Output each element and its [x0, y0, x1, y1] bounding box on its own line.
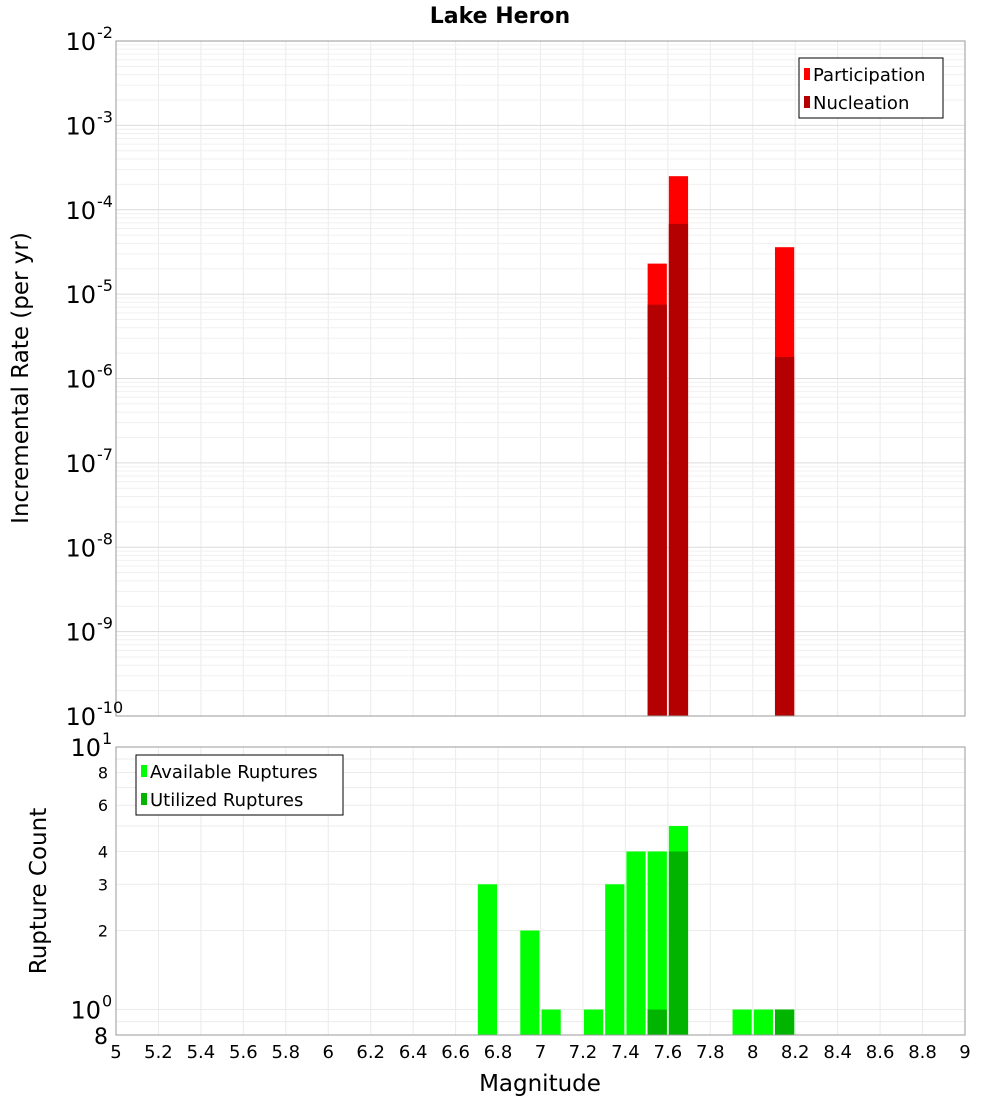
top-legend: Participation Nucleation	[798, 57, 944, 119]
bottom-y-tick-label: 2	[98, 922, 108, 941]
x-tick-label: 5.6	[229, 1042, 258, 1063]
legend-swatch	[141, 793, 147, 805]
legend-swatch	[141, 765, 147, 777]
top-y-axis-label: Incremental Rate (per yr)	[8, 232, 34, 524]
legend-box	[135, 754, 344, 816]
x-tick-label: 8.2	[781, 1042, 810, 1063]
x-tick-label: 8.6	[866, 1042, 895, 1063]
x-tick-label: 7.6	[654, 1042, 683, 1063]
top-y-tick-exponent: -3	[97, 107, 113, 126]
top-y-tick-label: 10	[65, 112, 96, 140]
top-y-tick-exponent: -2	[97, 23, 113, 42]
x-tick-label: 7.8	[696, 1042, 725, 1063]
top-y-tick-label: 10	[65, 197, 96, 225]
bottom-y-tick-major-label: 10	[70, 734, 101, 762]
top-y-tick-exponent: -5	[97, 276, 113, 295]
bar-available-ruptures	[647, 851, 667, 1035]
top-y-tick-exponent: -6	[97, 361, 113, 380]
x-tick-label: 5	[110, 1042, 121, 1063]
top-y-tick-label: 10	[65, 534, 96, 562]
x-tick-label: 7.2	[569, 1042, 598, 1063]
x-tick-labels: 5 5.2 5.4 5.6 5.8 6 6.2 6.4 6.6 6.8 7 7.2 7.4 7.6 7.8 8…	[110, 1042, 970, 1063]
legend-label: Available Ruptures	[150, 762, 318, 783]
x-tick-label: 8	[747, 1042, 758, 1063]
bottom-y-axis-label: Rupture Count	[26, 808, 52, 974]
bar-available-ruptures	[583, 1009, 604, 1035]
bottom-y-tick-label: 6	[98, 796, 108, 815]
top-y-tick-label: 10	[65, 703, 96, 731]
x-tick-label: 6.4	[399, 1042, 428, 1063]
bottom-legend: Available Ruptures Utilized Ruptures	[135, 754, 344, 816]
bar-available-ruptures	[753, 1009, 773, 1035]
bar-available-ruptures	[605, 884, 625, 1035]
top-y-tick-label: 10	[65, 366, 96, 394]
top-y-tick-exponent: -10	[97, 698, 123, 717]
bar-available-ruptures	[626, 851, 646, 1035]
bottom-y-tick-exponent: 0	[102, 992, 112, 1011]
x-tick-label: 7	[535, 1042, 546, 1063]
bar-available-ruptures	[477, 884, 498, 1035]
bottom-y-tick-label: 4	[98, 842, 108, 861]
legend-swatch	[804, 96, 810, 108]
x-tick-label: 6.2	[356, 1042, 385, 1063]
top-y-tick-exponent: -7	[97, 445, 113, 464]
bar-available-ruptures	[732, 1009, 752, 1035]
x-tick-label: 6.8	[484, 1042, 513, 1063]
bar-nucleation	[668, 223, 689, 716]
top-y-tick-label: 10	[65, 28, 96, 56]
bar-nucleation	[647, 304, 667, 716]
bar-available-ruptures	[520, 930, 540, 1035]
bottom-y-tick-label: 8	[98, 763, 108, 782]
x-tick-label: 8.4	[823, 1042, 852, 1063]
top-y-tick-label: 10	[65, 450, 96, 478]
bar-utilized-ruptures	[647, 1009, 667, 1035]
x-tick-label: 9	[959, 1042, 970, 1063]
bottom-plot-bars	[477, 826, 795, 1035]
x-axis-label: Magnitude	[479, 1071, 601, 1097]
legend-label: Nucleation	[813, 93, 909, 114]
top-y-tick-exponent: -4	[97, 192, 113, 211]
bottom-y-tick-exponent: 1	[102, 729, 112, 748]
bar-nucleation	[774, 356, 795, 716]
x-tick-label: 8.8	[908, 1042, 937, 1063]
top-y-tick-exponent: -8	[97, 529, 113, 548]
bar-utilized-ruptures	[668, 851, 689, 1035]
top-y-tick-label: 10	[65, 281, 96, 309]
bar-utilized-ruptures	[774, 1009, 795, 1035]
legend-box	[798, 57, 944, 119]
x-tick-label: 7.4	[611, 1042, 640, 1063]
legend-swatch	[804, 68, 810, 80]
x-tick-label: 6.6	[441, 1042, 470, 1063]
x-tick-label: 5.4	[187, 1042, 216, 1063]
bottom-y-tick-label: 3	[98, 875, 108, 894]
top-plot-frame	[115, 40, 966, 717]
top-plot-bars	[647, 176, 795, 716]
top-y-tick-exponent: -9	[97, 614, 113, 633]
bottom-y-tick-label: 8	[94, 1025, 108, 1050]
chart-title: Lake Heron	[430, 4, 570, 29]
x-tick-label: 6	[323, 1042, 334, 1063]
bottom-plot-frame	[115, 746, 966, 1036]
bar-available-ruptures	[541, 1009, 561, 1035]
legend-label: Utilized Ruptures	[150, 790, 303, 811]
top-y-tick-label: 10	[65, 619, 96, 647]
top-plot-grid	[115, 41, 966, 717]
x-tick-label: 5.2	[144, 1042, 173, 1063]
bottom-y-tick-major-label: 10	[70, 997, 101, 1025]
x-tick-label: 5.8	[271, 1042, 300, 1063]
legend-label: Participation	[813, 65, 925, 86]
